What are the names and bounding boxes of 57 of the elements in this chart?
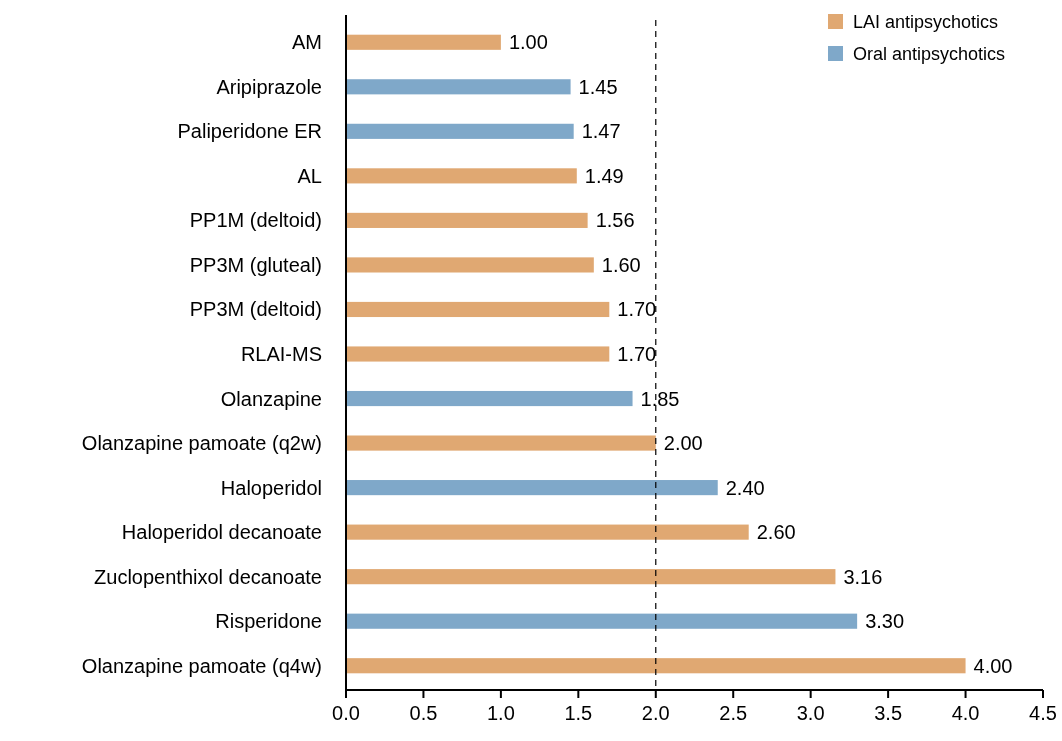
y-tick-label: PP3M (deltoid)	[189, 298, 322, 321]
data-label: 1.85	[640, 387, 680, 410]
y-tick-label: Olanzapine pamoate (q4w)	[81, 654, 322, 677]
data-label: 4.00	[973, 654, 1013, 677]
y-tick-label: PP3M (gluteal)	[189, 253, 322, 276]
x-tick-label: 1.5	[564, 702, 593, 724]
bar	[346, 435, 656, 451]
data-label: 3.16	[843, 565, 883, 588]
x-tick-label: 0.0	[332, 702, 360, 724]
data-label: 2.60	[756, 521, 796, 544]
x-tick-label: 2.5	[719, 702, 748, 724]
x-tick-label: 3.5	[874, 702, 903, 724]
y-tick-label: Haloperidol decanoate	[121, 521, 322, 544]
y-tick-label: Risperidone	[215, 610, 322, 633]
data-label: 1.00	[508, 31, 548, 54]
x-tick-label: 0.5	[409, 702, 438, 724]
bar	[346, 212, 588, 228]
x-tick-label: 3.0	[796, 702, 825, 724]
x-tick-label: 1.0	[486, 702, 515, 724]
y-tick-label: Haloperidol	[220, 476, 322, 499]
y-tick-label: Olanzapine	[220, 387, 322, 410]
bar	[346, 301, 610, 318]
bar	[346, 613, 858, 629]
data-label: 1.56	[595, 209, 635, 232]
y-tick-label: Paliperidone ER	[177, 120, 322, 143]
y-tick-label: AM	[292, 31, 322, 54]
bar	[346, 390, 633, 407]
bar	[346, 123, 574, 139]
data-label: 1.70	[617, 298, 657, 321]
bar	[346, 480, 718, 496]
y-tick-label: PP1M (deltoid)	[189, 209, 322, 232]
bar	[346, 257, 594, 273]
data-label: 1.47	[581, 120, 621, 143]
legend-label: LAI antipsychotics	[853, 12, 999, 33]
bar	[346, 658, 966, 674]
data-label: 1.60	[601, 253, 641, 276]
data-label: 1.70	[617, 343, 657, 365]
bar	[346, 524, 749, 540]
y-tick-label: Zuclopenthixol decanoate	[94, 565, 322, 588]
x-tick-label: 4.0	[951, 702, 980, 724]
data-label: 3.30	[865, 610, 905, 633]
bar	[346, 168, 577, 184]
data-label: 1.45	[578, 75, 618, 98]
data-label: 1.49	[584, 164, 624, 187]
legend-label: Oral antipsychotics	[853, 44, 1006, 65]
bar	[346, 346, 610, 362]
y-tick-label: Olanzapine pamoate (q2w)	[81, 432, 322, 455]
data-label: 2.40	[725, 476, 765, 499]
y-tick-label: Aripiprazole	[216, 75, 322, 98]
bar	[346, 569, 836, 585]
data-label: 2.00	[663, 432, 703, 455]
bar	[346, 34, 501, 50]
x-tick-label: 4.5	[1029, 702, 1057, 724]
x-tick-label: 2.0	[641, 702, 670, 724]
bar	[346, 79, 571, 95]
y-tick-label: AL	[297, 164, 322, 187]
y-tick-label: RLAI-MS	[240, 343, 322, 365]
